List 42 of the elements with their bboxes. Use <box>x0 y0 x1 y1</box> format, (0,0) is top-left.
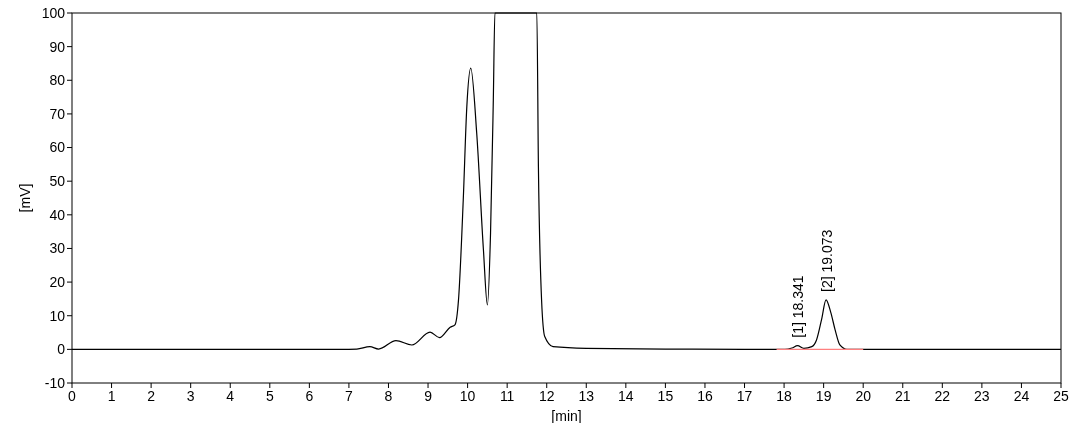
x-tick-label: 12 <box>538 388 555 404</box>
x-tick-label: 3 <box>186 388 195 404</box>
x-tick-label: 19 <box>815 388 832 404</box>
x-tick-label: 20 <box>855 388 872 404</box>
x-tick-label: 1 <box>107 388 116 404</box>
y-tick-label: 30 <box>49 240 66 257</box>
x-tick-label: 22 <box>934 388 951 404</box>
x-tick-label: 10 <box>459 388 476 404</box>
y-tick-label: 0 <box>57 341 66 358</box>
y-tick-label: 70 <box>49 105 66 122</box>
x-tick-label: 11 <box>499 388 515 404</box>
y-tick-label: 90 <box>49 38 66 55</box>
y-tick-label: 40 <box>49 206 66 223</box>
x-tick-label: 2 <box>147 388 156 404</box>
x-tick-label: 21 <box>894 388 911 404</box>
y-tick-label: 80 <box>49 72 66 89</box>
x-tick-label: 4 <box>226 388 235 404</box>
y-axis-title: [mV] <box>17 183 33 213</box>
x-tick-label: 5 <box>265 388 274 404</box>
y-tick-label: -10 <box>44 374 66 391</box>
x-axis-title: [min] <box>551 408 582 424</box>
x-tick-label: 0 <box>68 388 77 404</box>
y-tick-label: 60 <box>49 139 66 156</box>
x-tick-label: 25 <box>1053 388 1069 404</box>
x-tick-label: 24 <box>1013 388 1030 404</box>
x-tick-label: 7 <box>345 388 354 404</box>
annotation: [1] 18.341 <box>789 275 806 338</box>
x-tick-label: 15 <box>657 388 674 404</box>
y-tick-label: 10 <box>49 307 66 324</box>
x-tick-label: 9 <box>424 388 433 404</box>
y-tick-label: 20 <box>49 273 66 290</box>
x-tick-label: 8 <box>384 388 393 404</box>
x-tick-label: 13 <box>578 388 595 404</box>
x-tick-label: 18 <box>776 388 793 404</box>
x-tick-label: 6 <box>305 388 314 404</box>
x-tick-label: 17 <box>736 388 753 404</box>
x-tick-label: 16 <box>697 388 713 404</box>
y-tick-label: 50 <box>49 173 66 190</box>
x-tick-label: 14 <box>618 388 634 404</box>
annotation: [2] 19.073 <box>818 229 835 292</box>
x-tick-label: 23 <box>974 388 990 404</box>
y-tick-label: 100 <box>41 4 66 21</box>
